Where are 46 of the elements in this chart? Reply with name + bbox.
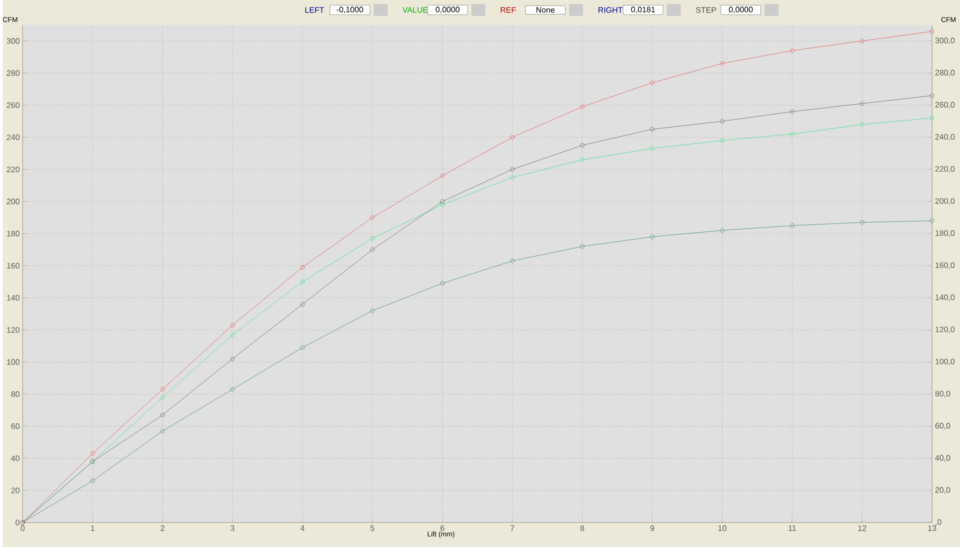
- point: [720, 61, 724, 66]
- point: [580, 142, 584, 148]
- point: [440, 280, 445, 286]
- point: [580, 157, 584, 162]
- point: [510, 134, 515, 140]
- point: [300, 279, 305, 284]
- point: [160, 412, 165, 417]
- point: [510, 258, 515, 263]
- point: [230, 322, 235, 328]
- point: [860, 122, 864, 126]
- point: [90, 451, 95, 456]
- point: [370, 215, 375, 220]
- point: [650, 234, 654, 239]
- point: [650, 126, 654, 132]
- point: [790, 48, 794, 53]
- point: [160, 394, 165, 400]
- point: [720, 228, 724, 232]
- point: [440, 173, 445, 178]
- point: [510, 175, 515, 180]
- point: [790, 132, 794, 136]
- point: [510, 166, 515, 172]
- point: [160, 386, 165, 392]
- point: [580, 244, 584, 248]
- point: [860, 38, 864, 43]
- point: [650, 80, 654, 85]
- point: [790, 109, 794, 114]
- point: [160, 428, 165, 434]
- point: [90, 478, 95, 483]
- point: [300, 302, 305, 306]
- point: [230, 356, 235, 361]
- point: [230, 386, 235, 392]
- point: [300, 345, 305, 350]
- point: [370, 308, 375, 313]
- point: [370, 236, 375, 240]
- point: [440, 199, 445, 204]
- point: [720, 138, 724, 142]
- point: [650, 146, 654, 150]
- point: [860, 220, 864, 224]
- point: [790, 223, 794, 228]
- point: [720, 118, 724, 124]
- point: [370, 247, 375, 252]
- point: [300, 264, 305, 270]
- point: [440, 202, 445, 207]
- point: [860, 101, 864, 106]
- point: [580, 104, 584, 109]
- point: [230, 332, 235, 337]
